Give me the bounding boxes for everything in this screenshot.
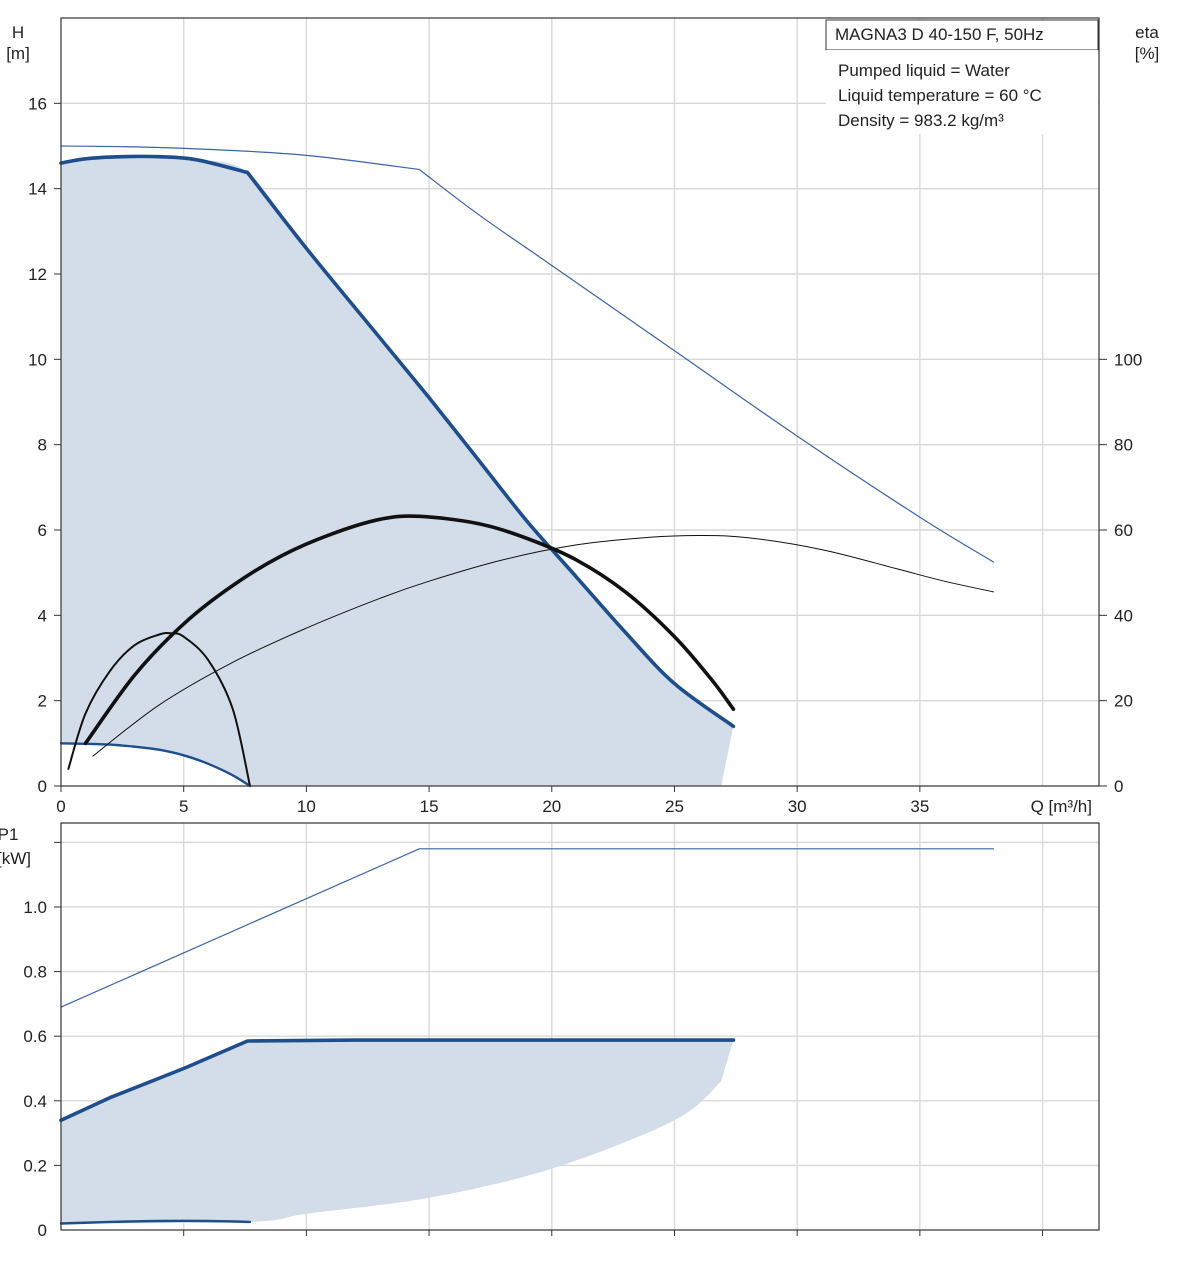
x-tick-label: 0 xyxy=(56,797,65,816)
y-axis-label-eta: eta xyxy=(1135,23,1159,42)
y-right-tick-label: 60 xyxy=(1114,521,1133,540)
series-eta-at-operating-curve xyxy=(83,514,736,746)
top-operating-area xyxy=(61,156,734,787)
y-axis-label-h-unit: [m] xyxy=(6,44,30,63)
series-eta-at-min-curve xyxy=(67,631,251,787)
x-tick-label: 35 xyxy=(910,797,929,816)
series-h-operating-range-lower xyxy=(59,742,252,788)
p1-operating-area xyxy=(61,1040,734,1224)
y-left-tick-label: 0 xyxy=(38,777,47,796)
x-tick-label: 30 xyxy=(788,797,807,816)
y-left-tick-label: 8 xyxy=(38,436,47,455)
x-tick-label: 25 xyxy=(665,797,684,816)
head-efficiency-panel: 0 5 10 15 20 25 30 350246810121416020406080100 … xyxy=(6,17,1160,816)
y-right-tick-label: 40 xyxy=(1114,606,1133,625)
y-axis-label-h: H xyxy=(12,23,24,42)
series-h-operating-range-upper xyxy=(59,154,736,729)
title-box xyxy=(825,19,1099,51)
info-liquid: Pumped liquid = Water xyxy=(838,61,1010,80)
top-series xyxy=(59,145,995,788)
series-p1-max-curve xyxy=(60,848,995,1008)
x-tick-label: 5 xyxy=(179,797,188,816)
series-h-max-curve xyxy=(60,145,995,563)
bottom-plot-frame xyxy=(60,822,1100,1231)
y-left-tick-label: 6 xyxy=(38,521,47,540)
bottom-series xyxy=(59,848,995,1225)
y-axis-label-p1-unit: [kW] xyxy=(0,849,31,868)
top-plot-frame xyxy=(60,17,1100,787)
y-axis-label-p1: P1 xyxy=(0,825,18,844)
series-p1-operating-range-upper xyxy=(59,1038,736,1122)
x-tick-label: 15 xyxy=(420,797,439,816)
bottom-y-tick-label: 0.8 xyxy=(23,963,47,982)
y-axis-label-eta-unit: [%] xyxy=(1135,44,1160,63)
x-tick-label: 10 xyxy=(297,797,316,816)
chart-title: MAGNA3 D 40-150 F, 50Hz xyxy=(835,25,1044,44)
bottom-y-tick-label: 1.0 xyxy=(23,898,47,917)
x-tick-label: 20 xyxy=(542,797,561,816)
h-operating-area xyxy=(61,156,734,787)
bottom-ticks: 0 0.2 0.4 0.6 0.8 1.0 xyxy=(23,841,1044,1240)
y-right-tick-label: 20 xyxy=(1114,692,1133,711)
bottom-y-tick-label: 0.4 xyxy=(23,1092,47,1111)
info-temperature: Liquid temperature = 60 °C xyxy=(838,86,1042,105)
power-panel: 0 0.2 0.4 0.6 0.8 1.0 P1 [kW] xyxy=(0,822,1100,1240)
series-p1-operating-range-lower xyxy=(59,1219,252,1225)
info-density: Density = 983.2 kg/m³ xyxy=(838,111,1004,130)
info-box xyxy=(826,50,1098,134)
bottom-y-tick-label: 0.2 xyxy=(23,1156,47,1175)
y-left-tick-label: 10 xyxy=(28,350,47,369)
bottom-y-tick-label: 0 xyxy=(38,1221,47,1240)
y-left-tick-label: 16 xyxy=(28,94,47,113)
y-right-tick-label: 80 xyxy=(1114,436,1133,455)
y-left-tick-label: 4 xyxy=(38,606,47,625)
series-eta-at-max-curve xyxy=(92,535,994,757)
bottom-operating-area xyxy=(61,1040,734,1224)
bottom-y-tick-label: 0.6 xyxy=(23,1027,47,1046)
y-left-tick-label: 14 xyxy=(28,180,47,199)
y-right-tick-label: 0 xyxy=(1114,777,1123,796)
top-ticks: 0 5 10 15 20 25 30 35 0 2 4 6 8 10 12 14 16 0 20 40 60 80 100 xyxy=(28,94,1142,816)
x-axis-label: Q [m³/h] xyxy=(1031,797,1092,816)
y-left-tick-label: 2 xyxy=(38,692,47,711)
y-right-tick-label: 100 xyxy=(1114,350,1142,369)
y-left-tick-label: 12 xyxy=(28,265,47,284)
